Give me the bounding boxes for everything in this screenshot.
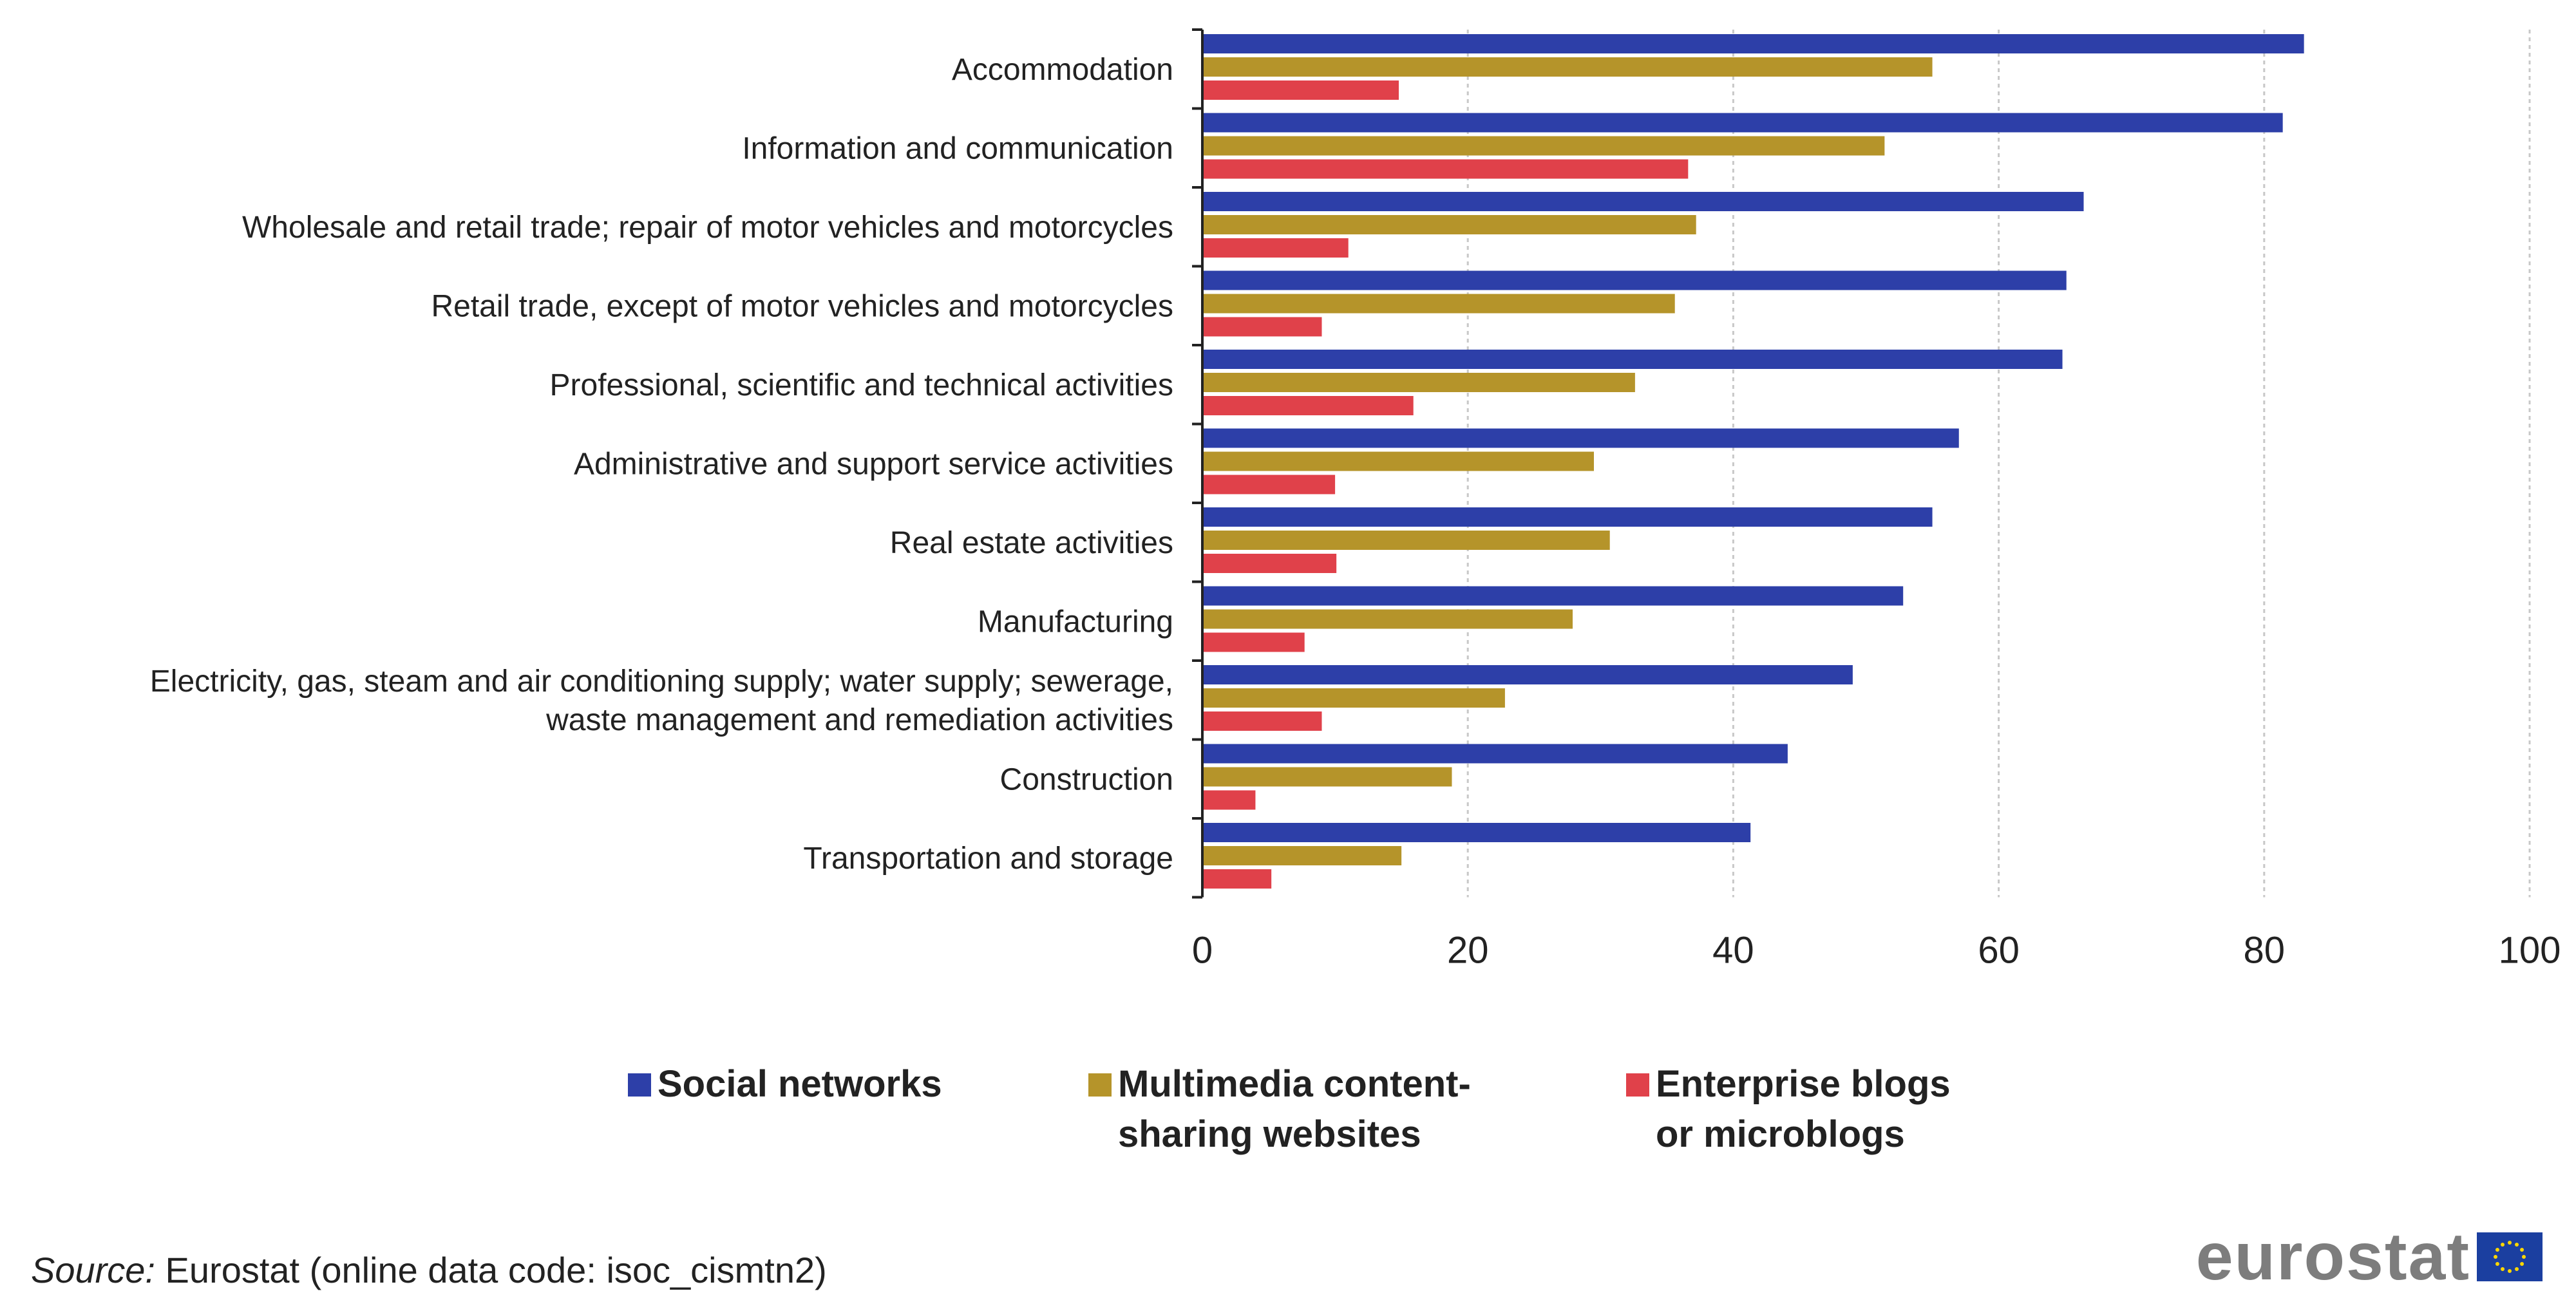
flag-star bbox=[2508, 1241, 2512, 1245]
flag-star bbox=[2515, 1242, 2519, 1247]
flag-star bbox=[2520, 1262, 2524, 1266]
category-label-7: Manufacturing bbox=[978, 605, 1173, 639]
bar-blogs-7 bbox=[1202, 632, 1305, 652]
bar-multimedia-7 bbox=[1202, 609, 1573, 629]
category-label-6: Real estate activities bbox=[890, 526, 1173, 560]
bar-blogs-2 bbox=[1202, 238, 1349, 258]
bar-multimedia-0 bbox=[1202, 57, 1933, 77]
bar-blogs-3 bbox=[1202, 317, 1322, 337]
category-label-line: Retail trade, except of motor vehicles a… bbox=[431, 290, 1173, 324]
x-tick-label-0: 0 bbox=[1192, 930, 1213, 972]
category-label-9: Construction bbox=[1000, 763, 1173, 797]
flag-star bbox=[2495, 1248, 2499, 1252]
x-tick-label-40: 40 bbox=[1712, 930, 1754, 972]
source-prefix: Source: bbox=[31, 1250, 155, 1290]
category-label-line: Professional, scientific and technical a… bbox=[550, 368, 1173, 402]
x-tick-label-20: 20 bbox=[1447, 930, 1489, 972]
flag-star bbox=[2508, 1269, 2512, 1273]
legend: Social networks Multimedia content- shar… bbox=[0, 1059, 2576, 1162]
bar-blogs-8 bbox=[1202, 711, 1322, 731]
flag-star bbox=[2522, 1255, 2526, 1259]
source-note: Source: Eurostat (online data code: isoc… bbox=[31, 1249, 827, 1291]
logo-text: eurostat bbox=[2195, 1220, 2470, 1294]
category-label-line: waste management and remediation activit… bbox=[545, 703, 1173, 737]
bar-multimedia-4 bbox=[1202, 373, 1635, 392]
flag-star bbox=[2501, 1267, 2505, 1272]
category-label-0: Accommodation bbox=[952, 53, 1173, 87]
bar-multimedia-6 bbox=[1202, 531, 1610, 550]
category-label-2: Wholesale and retail trade; repair of mo… bbox=[242, 211, 1173, 245]
flag-background bbox=[2477, 1232, 2543, 1281]
category-label-5: Administrative and support service activ… bbox=[574, 447, 1173, 482]
category-label-8: Electricity, gas, steam and air conditio… bbox=[150, 664, 1173, 737]
legend-swatch-social-networks bbox=[628, 1073, 651, 1097]
bar-blogs-0 bbox=[1202, 80, 1399, 100]
bar-social-9 bbox=[1202, 744, 1788, 764]
flag-star bbox=[2494, 1255, 2497, 1259]
bar-social-0 bbox=[1202, 34, 2304, 53]
bar-social-3 bbox=[1202, 270, 2067, 290]
x-tick-label-80: 80 bbox=[2244, 930, 2286, 972]
x-tick-label-60: 60 bbox=[1978, 930, 2020, 972]
eurostat-logo: eurostat bbox=[2196, 1223, 2543, 1290]
bar-multimedia-2 bbox=[1202, 215, 1696, 234]
legend-label-enterprise-blogs: Enterprise blogs or microblogs bbox=[1656, 1063, 1951, 1155]
legend-swatch-multimedia bbox=[1088, 1073, 1112, 1097]
category-label-line: Transportation and storage bbox=[803, 842, 1173, 876]
eu-flag-icon bbox=[2477, 1232, 2543, 1281]
x-tick-label-100: 100 bbox=[2499, 930, 2561, 972]
bar-social-1 bbox=[1202, 113, 2283, 133]
bar-multimedia-3 bbox=[1202, 294, 1675, 314]
category-label-10: Transportation and storage bbox=[803, 842, 1173, 876]
bar-blogs-10 bbox=[1202, 869, 1272, 889]
bar-blogs-6 bbox=[1202, 554, 1337, 573]
category-label-3: Retail trade, except of motor vehicles a… bbox=[431, 290, 1173, 324]
category-label-line: Construction bbox=[1000, 763, 1173, 797]
category-label-4: Professional, scientific and technical a… bbox=[550, 368, 1173, 402]
legend-label-multimedia: Multimedia content- sharing websites bbox=[1118, 1063, 1471, 1155]
bar-social-7 bbox=[1202, 586, 1904, 606]
category-label-line: Manufacturing bbox=[978, 605, 1173, 639]
source-text: Eurostat (online data code: isoc_cismtn2… bbox=[155, 1250, 827, 1290]
bar-social-5 bbox=[1202, 428, 1959, 448]
legend-item-social-networks: Social networks bbox=[628, 1059, 942, 1109]
bar-multimedia-1 bbox=[1202, 136, 1885, 156]
flag-star bbox=[2501, 1242, 2505, 1247]
bar-social-10 bbox=[1202, 823, 1751, 842]
category-label-line: Real estate activities bbox=[890, 526, 1173, 560]
legend-item-enterprise-blogs: Enterprise blogs or microblogs bbox=[1626, 1059, 1951, 1160]
category-label-line: Accommodation bbox=[952, 53, 1173, 87]
bar-multimedia-9 bbox=[1202, 767, 1452, 787]
bar-social-4 bbox=[1202, 350, 2063, 369]
legend-label-social-networks: Social networks bbox=[658, 1063, 942, 1105]
bar-social-8 bbox=[1202, 665, 1853, 684]
flag-star bbox=[2520, 1248, 2524, 1252]
bar-social-6 bbox=[1202, 507, 1933, 527]
bar-multimedia-10 bbox=[1202, 846, 1402, 865]
bar-blogs-1 bbox=[1202, 159, 1689, 179]
legend-swatch-enterprise-blogs bbox=[1626, 1073, 1649, 1097]
bar-multimedia-8 bbox=[1202, 688, 1505, 708]
category-label-1: Information and communication bbox=[742, 132, 1173, 166]
bar-multimedia-5 bbox=[1202, 451, 1594, 471]
legend-item-multimedia: Multimedia content- sharing websites bbox=[1088, 1059, 1471, 1160]
flag-star bbox=[2495, 1262, 2499, 1266]
category-label-line: Wholesale and retail trade; repair of mo… bbox=[242, 211, 1173, 245]
bar-blogs-9 bbox=[1202, 790, 1256, 810]
category-label-line: Administrative and support service activ… bbox=[574, 447, 1173, 482]
bar-blogs-4 bbox=[1202, 396, 1414, 415]
category-label-line: Information and communication bbox=[742, 132, 1173, 166]
flag-star bbox=[2515, 1267, 2519, 1272]
bar-social-2 bbox=[1202, 192, 2084, 211]
bar-blogs-5 bbox=[1202, 475, 1336, 494]
category-label-line: Electricity, gas, steam and air conditio… bbox=[150, 664, 1173, 699]
